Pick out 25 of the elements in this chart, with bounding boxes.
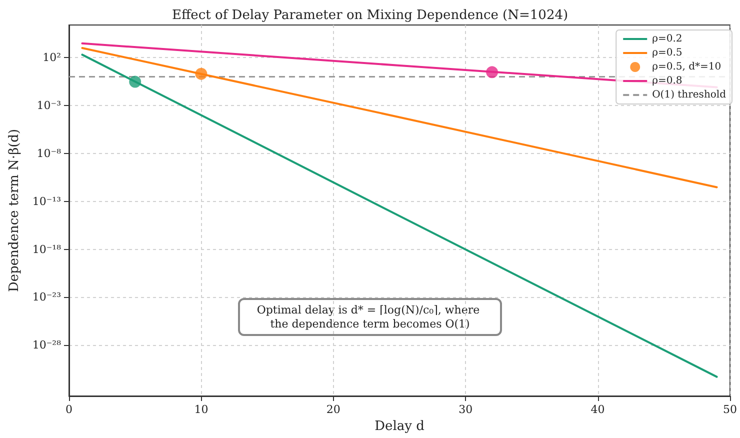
y-tick-label: 10⁻⁸ (36, 146, 62, 160)
x-tick-label: 30 (458, 403, 473, 416)
legend-label: ρ=0.5, d*=10 (652, 62, 722, 72)
x-tick-label: 40 (590, 403, 605, 416)
y-tick-label: 10⁻¹⁸ (32, 242, 62, 256)
legend-label: ρ=0.5 (652, 48, 682, 58)
y-axis-title: Dependence term N·β(d) (7, 128, 22, 292)
x-tick-label: 10 (194, 403, 208, 416)
y-tick-label: 10⁻¹³ (32, 194, 61, 208)
legend-label: ρ=0.2 (652, 34, 682, 44)
x-tick-label: 0 (66, 403, 72, 416)
point (486, 66, 498, 78)
chart-title: Effect of Delay Parameter on Mixing Dependence (N=1024) (172, 8, 568, 23)
annotation: Optimal delay is d* = ⌈log(N)/c₀⌉, where the dependence term becomes O(1) (256, 304, 484, 330)
x-axis-title: Delay d (374, 419, 424, 434)
y-tick-label: 10⁻³ (36, 99, 61, 112)
point (129, 76, 142, 88)
x-tick-label: 50 (723, 403, 737, 416)
legend-label: O(1) threshold (652, 90, 727, 100)
y-tick-label: 10² (42, 51, 61, 64)
y-tick-label: 10⁻²³ (32, 290, 61, 304)
point (195, 68, 208, 80)
legend-label: ρ=0.8 (652, 76, 682, 86)
y-tick-label: 10⁻²⁸ (32, 338, 62, 352)
x-tick-label: 20 (326, 403, 340, 416)
